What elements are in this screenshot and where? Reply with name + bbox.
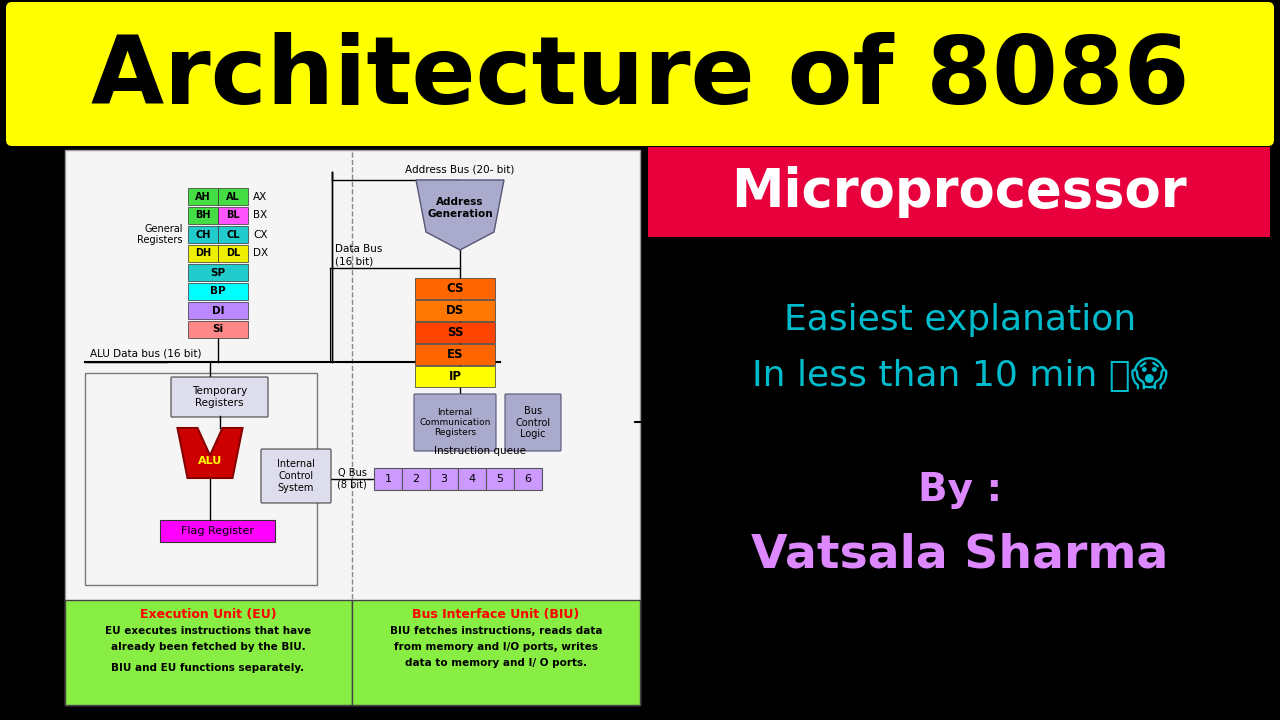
FancyBboxPatch shape (261, 449, 332, 503)
Bar (188, 321, 248, 338)
Text: Temporary
Registers: Temporary Registers (192, 386, 247, 408)
Polygon shape (178, 428, 242, 478)
Text: EU executes instructions that have: EU executes instructions that have (105, 626, 311, 636)
Polygon shape (416, 180, 504, 250)
Text: DX: DX (253, 248, 268, 258)
Bar (188, 245, 218, 262)
Text: Architecture of 8086: Architecture of 8086 (91, 32, 1189, 124)
Bar (415, 278, 495, 299)
Bar (84, 373, 317, 585)
Text: Bus Interface Unit (BIU): Bus Interface Unit (BIU) (412, 608, 580, 621)
Text: ALU: ALU (198, 456, 223, 466)
FancyBboxPatch shape (6, 2, 1274, 146)
Text: Address
Generation: Address Generation (428, 197, 493, 219)
Text: DS: DS (445, 304, 465, 317)
Text: Execution Unit (EU): Execution Unit (EU) (140, 608, 276, 621)
Text: 2: 2 (412, 474, 420, 484)
Bar (486, 468, 515, 490)
Bar (415, 366, 495, 387)
Text: BH: BH (196, 210, 211, 220)
FancyBboxPatch shape (172, 377, 268, 417)
Bar (218, 207, 248, 224)
Text: SS: SS (447, 326, 463, 339)
Text: DL: DL (225, 248, 241, 258)
Text: 5: 5 (497, 474, 503, 484)
Text: In less than 10 min 🔥😱: In less than 10 min 🔥😱 (751, 358, 1169, 392)
Text: General
Registers: General Registers (137, 224, 183, 246)
Text: DI: DI (211, 305, 224, 315)
Bar (218, 245, 248, 262)
Text: BL: BL (227, 210, 239, 220)
Text: Si: Si (212, 325, 224, 335)
Bar (430, 468, 458, 490)
Bar (648, 147, 1270, 237)
Text: AL: AL (227, 192, 239, 202)
Text: CH: CH (196, 230, 211, 240)
Text: BP: BP (210, 287, 225, 297)
FancyBboxPatch shape (413, 394, 497, 451)
Bar (218, 188, 248, 205)
Text: Q Bus
(8 bit): Q Bus (8 bit) (337, 468, 367, 490)
Bar (415, 322, 495, 343)
Bar (188, 188, 218, 205)
Bar (415, 300, 495, 321)
Text: ES: ES (447, 348, 463, 361)
Text: data to memory and I/ O ports.: data to memory and I/ O ports. (404, 658, 588, 668)
Bar (458, 468, 486, 490)
Text: CX: CX (253, 230, 268, 240)
Text: Microprocessor: Microprocessor (731, 166, 1187, 218)
Text: Address Bus (20- bit): Address Bus (20- bit) (406, 164, 515, 174)
Text: DH: DH (195, 248, 211, 258)
Bar (374, 468, 402, 490)
Text: AX: AX (253, 192, 268, 202)
Text: BX: BX (253, 210, 268, 220)
Text: Easiest explanation: Easiest explanation (783, 303, 1137, 337)
Text: Bus
Control
Logic: Bus Control Logic (516, 406, 550, 439)
Bar (188, 226, 218, 243)
Bar (188, 283, 248, 300)
Bar (65, 600, 352, 705)
Bar (402, 468, 430, 490)
Bar (218, 226, 248, 243)
Bar (515, 468, 541, 490)
Text: Data Bus
(16 bit): Data Bus (16 bit) (335, 244, 383, 266)
Text: ALU Data bus (16 bit): ALU Data bus (16 bit) (90, 349, 201, 359)
Text: IP: IP (448, 370, 462, 383)
Text: Vatsala Sharma: Vatsala Sharma (751, 533, 1169, 577)
Bar (160, 520, 275, 542)
Bar (65, 150, 640, 705)
FancyBboxPatch shape (506, 394, 561, 451)
Text: 4: 4 (468, 474, 476, 484)
Text: By :: By : (918, 471, 1002, 509)
Text: Flag Register: Flag Register (180, 526, 253, 536)
Bar (415, 344, 495, 365)
Text: CL: CL (227, 230, 239, 240)
Text: Instruction queue: Instruction queue (434, 446, 526, 456)
Text: SP: SP (210, 268, 225, 277)
Text: Internal
Communication
Registers: Internal Communication Registers (420, 408, 490, 437)
Text: BIU and EU functions separately.: BIU and EU functions separately. (111, 663, 305, 673)
Bar (188, 264, 248, 281)
Text: 1: 1 (384, 474, 392, 484)
Bar (188, 207, 218, 224)
Text: BIU fetches instructions, reads data: BIU fetches instructions, reads data (389, 626, 603, 636)
Text: from memory and I/O ports, writes: from memory and I/O ports, writes (394, 642, 598, 652)
Text: AH: AH (195, 192, 211, 202)
Bar (352, 600, 640, 705)
Text: 8086 Bus: 8086 Bus (657, 417, 705, 427)
Text: Internal
Control
System: Internal Control System (276, 459, 315, 492)
Text: CS: CS (447, 282, 463, 295)
Text: 6: 6 (525, 474, 531, 484)
Text: 3: 3 (440, 474, 448, 484)
Bar (188, 302, 248, 319)
Text: already been fetched by the BIU.: already been fetched by the BIU. (110, 642, 306, 652)
